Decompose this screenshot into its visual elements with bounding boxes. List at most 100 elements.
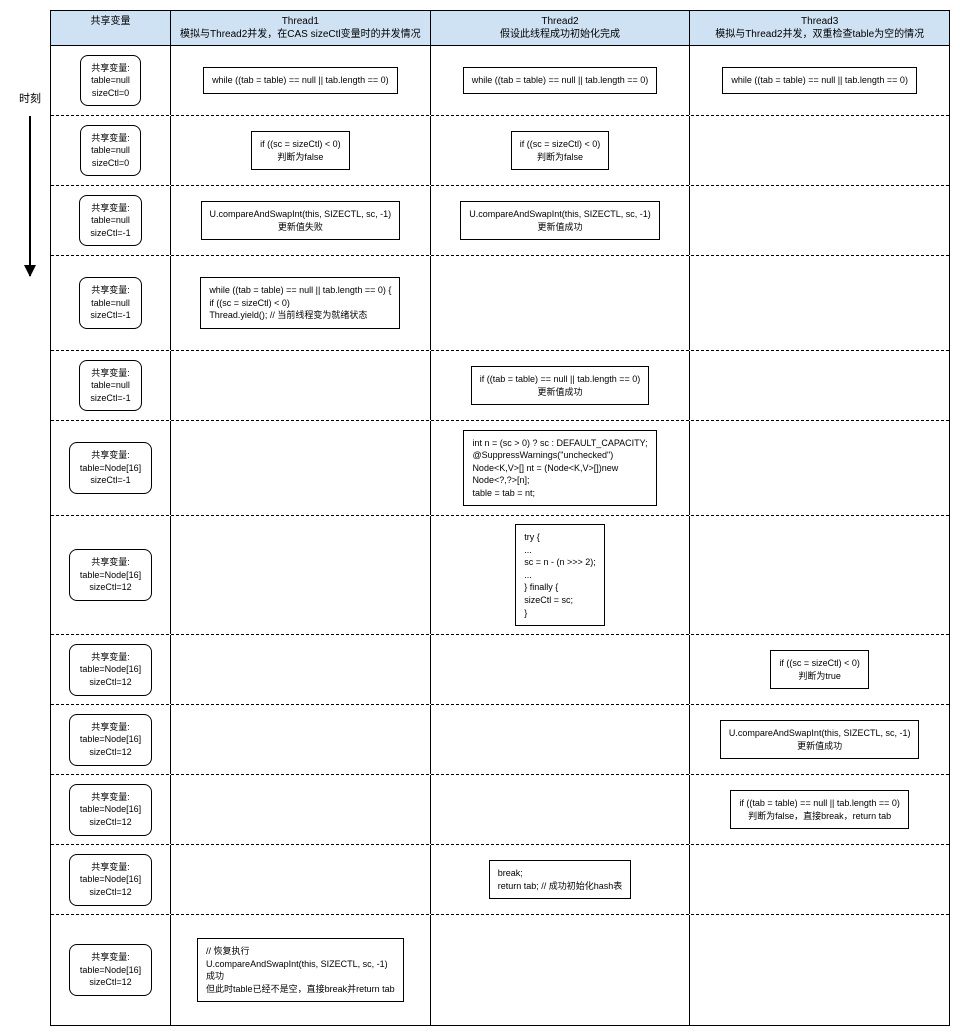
- header-thread1-desc: 模拟与Thread2并发，在CAS sizeCtl变量时的并发情况: [180, 29, 421, 40]
- data-row: 共享变量: table=null sizeCtl=0 while ((tab = …: [51, 46, 949, 116]
- state-box: 共享变量: table=Node[16] sizeCtl=12: [69, 714, 152, 766]
- state-cell: 共享变量: table=null sizeCtl=-1: [51, 256, 171, 350]
- state-cell: 共享变量: table=Node[16] sizeCtl=12: [51, 516, 171, 634]
- thread-cell: [171, 516, 431, 634]
- header-thread1: Thread1 模拟与Thread2并发，在CAS sizeCtl变量时的并发情…: [171, 11, 431, 46]
- code-box: while ((tab = table) == null || tab.leng…: [722, 67, 917, 94]
- data-row: 共享变量: table=Node[16] sizeCtl=12 if ((tab …: [51, 775, 949, 845]
- state-cell: 共享变量: table=Node[16] sizeCtl=12: [51, 915, 171, 1025]
- state-cell: 共享变量: table=Node[16] sizeCtl=-1: [51, 421, 171, 515]
- code-box: if ((tab = table) == null || tab.length …: [471, 366, 650, 405]
- thread-cell: while ((tab = table) == null || tab.leng…: [431, 46, 691, 115]
- timeline-axis: 时刻: [10, 10, 50, 1026]
- thread-cell: [690, 915, 949, 1025]
- thread-cell: // 恢复执行 U.compareAndSwapInt(this, SIZECT…: [171, 915, 431, 1025]
- thread-cell: [171, 775, 431, 844]
- thread-cell: if ((sc = sizeCtl) < 0) 判断为false: [431, 116, 691, 185]
- code-box: while ((tab = table) == null || tab.leng…: [203, 67, 398, 94]
- data-row: 共享变量: table=null sizeCtl=-1 if ((tab = ta…: [51, 351, 949, 421]
- state-cell: 共享变量: table=Node[16] sizeCtl=12: [51, 705, 171, 774]
- thread-cell: if ((tab = table) == null || tab.length …: [690, 775, 949, 844]
- timeline-arrow: [29, 116, 31, 276]
- header-thread2-title: Thread2: [541, 16, 578, 27]
- state-box: 共享变量: table=null sizeCtl=0: [80, 55, 141, 107]
- thread-cell: [171, 705, 431, 774]
- code-box: if ((sc = sizeCtl) < 0) 判断为false: [251, 131, 350, 170]
- thread-cell: [431, 256, 691, 350]
- data-row: 共享变量: table=Node[16] sizeCtl=12 U.compare…: [51, 705, 949, 775]
- code-box: while ((tab = table) == null || tab.leng…: [200, 277, 400, 329]
- thread-cell: if ((sc = sizeCtl) < 0) 判断为false: [171, 116, 431, 185]
- data-row: 共享变量: table=null sizeCtl=-1 U.compareAndS…: [51, 186, 949, 256]
- thread-cell: break; return tab; // 成功初始化hash表: [431, 845, 691, 914]
- state-box: 共享变量: table=null sizeCtl=-1: [79, 277, 141, 329]
- code-box: U.compareAndSwapInt(this, SIZECTL, sc, -…: [720, 720, 920, 759]
- thread-cell: if ((tab = table) == null || tab.length …: [431, 351, 691, 420]
- thread-cell: [431, 775, 691, 844]
- data-row: 共享变量: table=Node[16] sizeCtl=12 if ((sc =…: [51, 635, 949, 705]
- code-box: break; return tab; // 成功初始化hash表: [489, 860, 632, 899]
- thread-cell: [171, 635, 431, 704]
- code-box: int n = (sc > 0) ? sc : DEFAULT_CAPACITY…: [463, 430, 656, 507]
- thread-cell: U.compareAndSwapInt(this, SIZECTL, sc, -…: [431, 186, 691, 255]
- data-row: 共享变量: table=Node[16] sizeCtl=-1 int n = (…: [51, 421, 949, 516]
- state-box: 共享变量: table=Node[16] sizeCtl=12: [69, 644, 152, 696]
- code-box: if ((sc = sizeCtl) < 0) 判断为false: [511, 131, 610, 170]
- code-box: // 恢复执行 U.compareAndSwapInt(this, SIZECT…: [197, 938, 404, 1002]
- state-cell: 共享变量: table=null sizeCtl=-1: [51, 186, 171, 255]
- header-row: 共享变量 Thread1 模拟与Thread2并发，在CAS sizeCtl变量…: [51, 11, 949, 46]
- header-thread1-title: Thread1: [282, 16, 319, 27]
- state-cell: 共享变量: table=Node[16] sizeCtl=12: [51, 845, 171, 914]
- thread-cell: [431, 915, 691, 1025]
- state-box: 共享变量: table=Node[16] sizeCtl=-1: [69, 442, 152, 494]
- code-box: U.compareAndSwapInt(this, SIZECTL, sc, -…: [201, 201, 401, 240]
- data-row: 共享变量: table=null sizeCtl=0 if ((sc = size…: [51, 116, 949, 186]
- thread-cell: [431, 705, 691, 774]
- data-row: 共享变量: table=Node[16] sizeCtl=12 break; re…: [51, 845, 949, 915]
- data-row: 共享变量: table=Node[16] sizeCtl=12 try { ...…: [51, 516, 949, 635]
- timeline-label: 时刻: [10, 90, 50, 106]
- thread-cell: [171, 845, 431, 914]
- thread-cell: if ((sc = sizeCtl) < 0) 判断为true: [690, 635, 949, 704]
- code-box: try { ... sc = n - (n >>> 2); ... } fina…: [515, 524, 605, 626]
- code-box: if ((sc = sizeCtl) < 0) 判断为true: [770, 650, 869, 689]
- thread-cell: [690, 351, 949, 420]
- diagram-container: 时刻 共享变量 Thread1 模拟与Thread2并发，在CAS sizeCt…: [10, 10, 950, 1026]
- state-box: 共享变量: table=Node[16] sizeCtl=12: [69, 854, 152, 906]
- header-thread3-desc: 模拟与Thread2并发，双重检查table为空的情况: [715, 29, 924, 40]
- thread-cell: while ((tab = table) == null || tab.leng…: [690, 46, 949, 115]
- header-thread2: Thread2 假设此线程成功初始化完成: [431, 11, 691, 46]
- state-box: 共享变量: table=null sizeCtl=0: [80, 125, 141, 177]
- thread-grid: 共享变量 Thread1 模拟与Thread2并发，在CAS sizeCtl变量…: [50, 10, 950, 1026]
- state-cell: 共享变量: table=Node[16] sizeCtl=12: [51, 635, 171, 704]
- code-box: while ((tab = table) == null || tab.leng…: [463, 67, 658, 94]
- state-box: 共享变量: table=Node[16] sizeCtl=12: [69, 549, 152, 601]
- thread-cell: int n = (sc > 0) ? sc : DEFAULT_CAPACITY…: [431, 421, 691, 515]
- thread-cell: [171, 351, 431, 420]
- header-thread3: Thread3 模拟与Thread2并发，双重检查table为空的情况: [690, 11, 949, 46]
- state-cell: 共享变量: table=null sizeCtl=0: [51, 46, 171, 115]
- code-box: if ((tab = table) == null || tab.length …: [730, 790, 909, 829]
- thread-cell: [171, 421, 431, 515]
- state-box: 共享变量: table=Node[16] sizeCtl=12: [69, 944, 152, 996]
- thread-cell: while ((tab = table) == null || tab.leng…: [171, 46, 431, 115]
- state-cell: 共享变量: table=null sizeCtl=-1: [51, 351, 171, 420]
- state-cell: 共享变量: table=Node[16] sizeCtl=12: [51, 775, 171, 844]
- code-box: U.compareAndSwapInt(this, SIZECTL, sc, -…: [460, 201, 660, 240]
- thread-cell: try { ... sc = n - (n >>> 2); ... } fina…: [431, 516, 691, 634]
- rows-container: 共享变量: table=null sizeCtl=0 while ((tab = …: [51, 46, 949, 1025]
- thread-cell: while ((tab = table) == null || tab.leng…: [171, 256, 431, 350]
- thread-cell: [690, 116, 949, 185]
- header-thread3-title: Thread3: [801, 16, 838, 27]
- header-shared-var: 共享变量: [51, 11, 171, 46]
- thread-cell: [690, 421, 949, 515]
- thread-cell: U.compareAndSwapInt(this, SIZECTL, sc, -…: [171, 186, 431, 255]
- thread-cell: U.compareAndSwapInt(this, SIZECTL, sc, -…: [690, 705, 949, 774]
- thread-cell: [690, 516, 949, 634]
- data-row: 共享变量: table=Node[16] sizeCtl=12 // 恢复执行 U…: [51, 915, 949, 1025]
- thread-cell: [690, 186, 949, 255]
- state-box: 共享变量: table=null sizeCtl=-1: [79, 360, 141, 412]
- thread-cell: [690, 845, 949, 914]
- state-box: 共享变量: table=Node[16] sizeCtl=12: [69, 784, 152, 836]
- data-row: 共享变量: table=null sizeCtl=-1 while ((tab =…: [51, 256, 949, 351]
